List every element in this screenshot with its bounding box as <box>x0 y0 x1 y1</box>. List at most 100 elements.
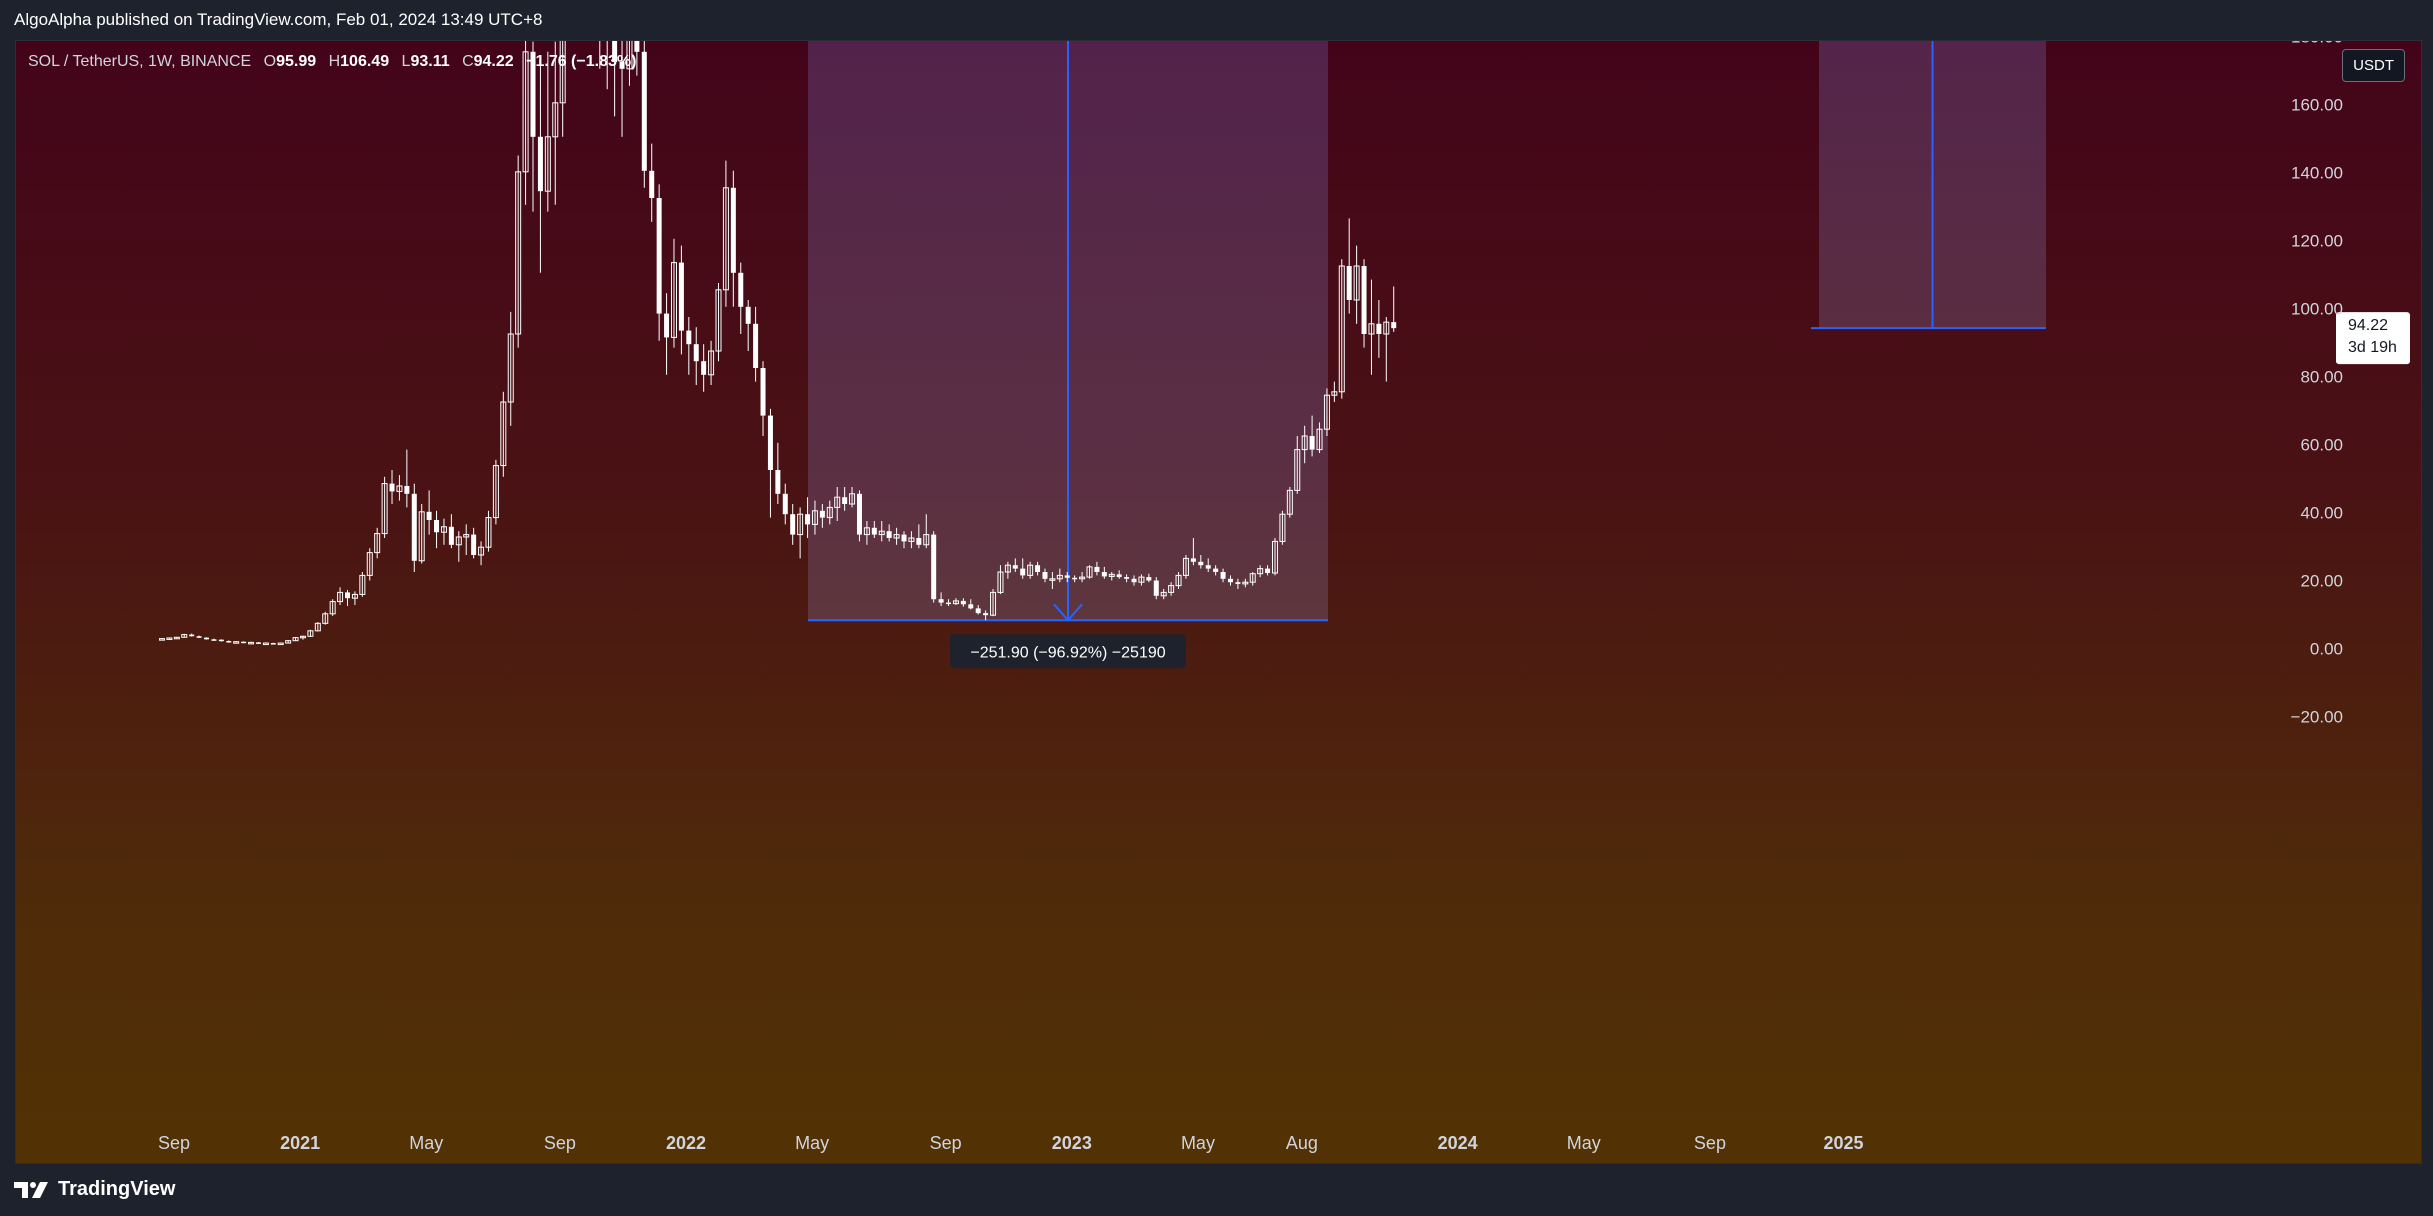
candle <box>544 51 551 212</box>
candle-body <box>1376 323 1382 334</box>
candle <box>166 637 173 640</box>
candle-body <box>1249 573 1256 583</box>
symbol-legend[interactable]: SOL / TetherUS, 1W, BINANCE O95.99 H106.… <box>28 53 636 71</box>
candle-body <box>226 641 232 643</box>
candle-body <box>1391 322 1397 329</box>
candle-body <box>664 313 670 338</box>
candle <box>1027 561 1034 579</box>
candle <box>871 521 877 538</box>
symbol-title[interactable]: SOL / TetherUS, 1W, BINANCE <box>28 53 252 70</box>
time-axis[interactable]: Sep 2021 May Sep 2022 May Sep 2023 May Aug 2024 May… <box>158 1133 1864 1153</box>
measure-layer[interactable] <box>808 41 2046 622</box>
candle-body <box>708 350 715 376</box>
candle-body <box>233 641 240 644</box>
high-label: H <box>328 53 341 70</box>
candle <box>351 591 358 605</box>
candle <box>1108 572 1115 581</box>
candle-body <box>1175 574 1182 587</box>
x-tick-label: May <box>795 1133 829 1153</box>
candle <box>337 587 344 605</box>
candle-body <box>1101 572 1107 577</box>
candle <box>745 300 751 351</box>
chart-pane[interactable]: −251.90 (−96.92%) −25190165.74 (176.02%)… <box>15 40 2422 1164</box>
arrow-down-icon <box>1053 603 1083 622</box>
candle-body <box>366 552 373 576</box>
candle-body <box>396 485 403 492</box>
candle <box>819 504 825 528</box>
x-tick-label: 2023 <box>1052 1133 1092 1153</box>
candle <box>299 635 306 640</box>
candle-body <box>656 198 662 314</box>
candle-body <box>448 526 454 545</box>
candle-body <box>938 599 944 603</box>
candle-body <box>285 640 292 644</box>
candle-body <box>931 534 937 600</box>
candle-body <box>626 41 633 70</box>
candle-body <box>471 534 477 555</box>
candle <box>975 604 981 615</box>
candle-body <box>678 262 684 331</box>
y-tick-label: 80.00 <box>2300 368 2343 387</box>
candle-body <box>805 514 811 525</box>
published-text: AlgoAlpha published on TradingView.com, … <box>14 10 543 29</box>
change-value: −1.76 (−1.83%) <box>526 53 637 70</box>
candle <box>701 344 707 392</box>
candle <box>606 41 608 90</box>
candle-body <box>270 643 276 645</box>
candle <box>434 510 440 549</box>
candle-body <box>1338 265 1345 393</box>
candle-body <box>878 530 885 536</box>
candle-body <box>738 272 744 307</box>
candle-body <box>819 510 825 518</box>
candle-body <box>159 638 165 641</box>
candle-body <box>775 470 781 494</box>
candle <box>204 637 210 640</box>
candle <box>389 470 395 504</box>
candle <box>255 642 261 644</box>
candle <box>946 599 952 606</box>
measure-labels: −251.90 (−96.92%) −25190165.74 (176.02%)… <box>950 312 2410 669</box>
candle <box>359 572 366 597</box>
candle <box>863 521 870 545</box>
candle <box>923 514 930 549</box>
x-tick-label: May <box>409 1133 443 1153</box>
candle-body <box>1227 578 1233 583</box>
candle <box>1323 388 1330 436</box>
currency-button[interactable]: USDT <box>2342 49 2405 82</box>
candle <box>1235 578 1241 589</box>
y-tick-label: 60.00 <box>2300 436 2343 455</box>
candle <box>730 170 736 307</box>
price-axis[interactable]: 260.00240.00220.00200.00180.00160.00140.… <box>2291 41 2343 727</box>
candle <box>738 262 744 334</box>
candle-body <box>337 591 344 603</box>
candle-body <box>351 593 358 599</box>
chart-canvas[interactable]: −251.90 (−96.92%) −25190165.74 (176.02%)… <box>16 41 2421 1163</box>
candle <box>285 640 292 644</box>
candle <box>1368 279 1375 375</box>
candle-body <box>1257 568 1264 575</box>
low-value: 93.11 <box>410 53 450 70</box>
candle-body <box>983 613 989 616</box>
candle <box>826 500 833 525</box>
candle <box>500 391 507 477</box>
candle <box>938 592 944 606</box>
candle <box>878 521 885 542</box>
candle <box>1020 558 1026 579</box>
tradingview-logo[interactable]: TradingView <box>14 1178 175 1201</box>
candle-body <box>634 41 640 52</box>
candle <box>678 245 684 355</box>
candle <box>1213 565 1219 576</box>
candle <box>396 475 403 501</box>
x-tick-label: Sep <box>1694 1133 1726 1153</box>
candle-body <box>1086 566 1093 578</box>
candle-body <box>241 641 247 644</box>
candle-body <box>997 571 1004 593</box>
candle-body <box>1079 576 1086 580</box>
candle <box>849 487 856 508</box>
candle <box>530 41 536 212</box>
candle-body <box>426 511 432 520</box>
drawdown-label: −251.90 (−96.92%) −25190 <box>970 644 1165 661</box>
candle <box>856 490 862 542</box>
candle-body <box>1353 265 1360 301</box>
candle-body <box>329 601 336 615</box>
